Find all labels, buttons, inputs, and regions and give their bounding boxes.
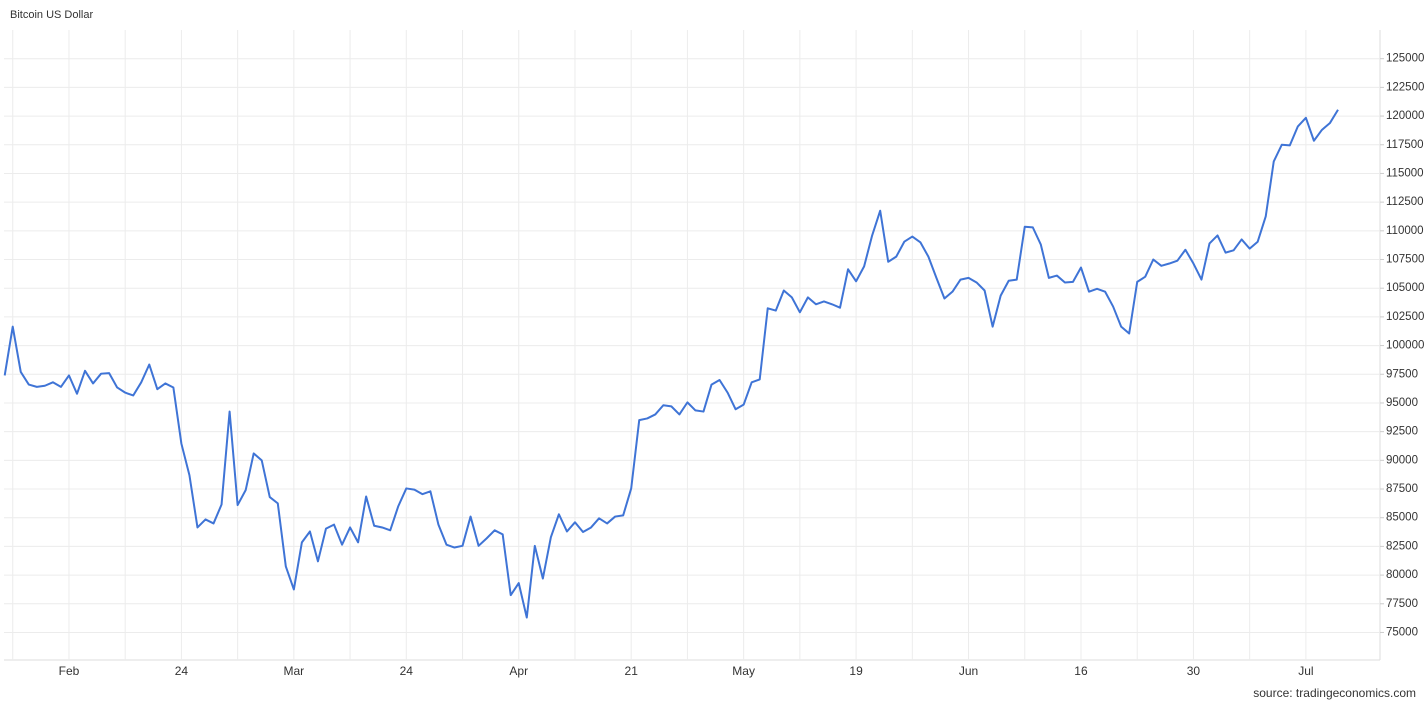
y-tick-label: 107500 xyxy=(1386,254,1424,266)
y-tick-label: 120000 xyxy=(1386,110,1424,122)
x-tick-label: 24 xyxy=(400,664,414,678)
y-tick-label: 110000 xyxy=(1386,225,1424,237)
y-tick-label: 105000 xyxy=(1386,282,1424,294)
y-tick-label: 90000 xyxy=(1386,454,1418,466)
y-tick-label: 87500 xyxy=(1386,483,1418,495)
x-tick-label: 30 xyxy=(1187,664,1201,678)
y-tick-label: 125000 xyxy=(1386,53,1424,65)
x-tick-label: 21 xyxy=(625,664,639,678)
x-tick-label: 19 xyxy=(849,664,863,678)
chart-title: Bitcoin US Dollar xyxy=(10,9,93,21)
x-tick-label: 16 xyxy=(1074,664,1088,678)
y-tick-label: 85000 xyxy=(1386,512,1418,524)
x-tick-label: Jul xyxy=(1298,664,1313,678)
x-tick-label: Apr xyxy=(509,664,528,678)
y-tick-label: 97500 xyxy=(1386,368,1418,380)
y-tick-label: 122500 xyxy=(1386,81,1424,93)
x-tick-label: Mar xyxy=(284,664,305,678)
source-note: source: tradingeconomics.com xyxy=(1253,686,1416,700)
y-tick-label: 82500 xyxy=(1386,540,1418,552)
y-tick-label: 75000 xyxy=(1386,626,1418,638)
y-tick-label: 100000 xyxy=(1386,340,1424,352)
y-tick-label: 80000 xyxy=(1386,569,1418,581)
grid-layer xyxy=(4,30,1380,660)
price-line xyxy=(3,109,1339,619)
x-tick-label: Jun xyxy=(959,664,978,678)
x-tick-label: Feb xyxy=(59,664,80,678)
y-tick-label: 95000 xyxy=(1386,397,1418,409)
y-tick-label: 117500 xyxy=(1386,139,1424,151)
x-tick-label: 24 xyxy=(175,664,189,678)
x-tick-label: May xyxy=(732,664,755,678)
y-tick-label: 115000 xyxy=(1386,167,1424,179)
y-tick-label: 112500 xyxy=(1386,196,1424,208)
y-tick-label: 92500 xyxy=(1386,426,1418,438)
y-tick-label: 77500 xyxy=(1386,598,1418,610)
y-tick-label: 102500 xyxy=(1386,311,1424,323)
